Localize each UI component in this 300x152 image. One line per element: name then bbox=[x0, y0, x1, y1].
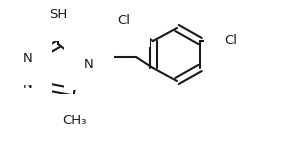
Text: N: N bbox=[22, 78, 32, 90]
Text: N: N bbox=[22, 52, 32, 66]
Text: CH₃: CH₃ bbox=[62, 114, 86, 127]
Text: N: N bbox=[84, 57, 94, 71]
Text: Cl: Cl bbox=[224, 35, 237, 47]
Text: Cl: Cl bbox=[117, 14, 130, 27]
Text: SH: SH bbox=[49, 8, 67, 21]
